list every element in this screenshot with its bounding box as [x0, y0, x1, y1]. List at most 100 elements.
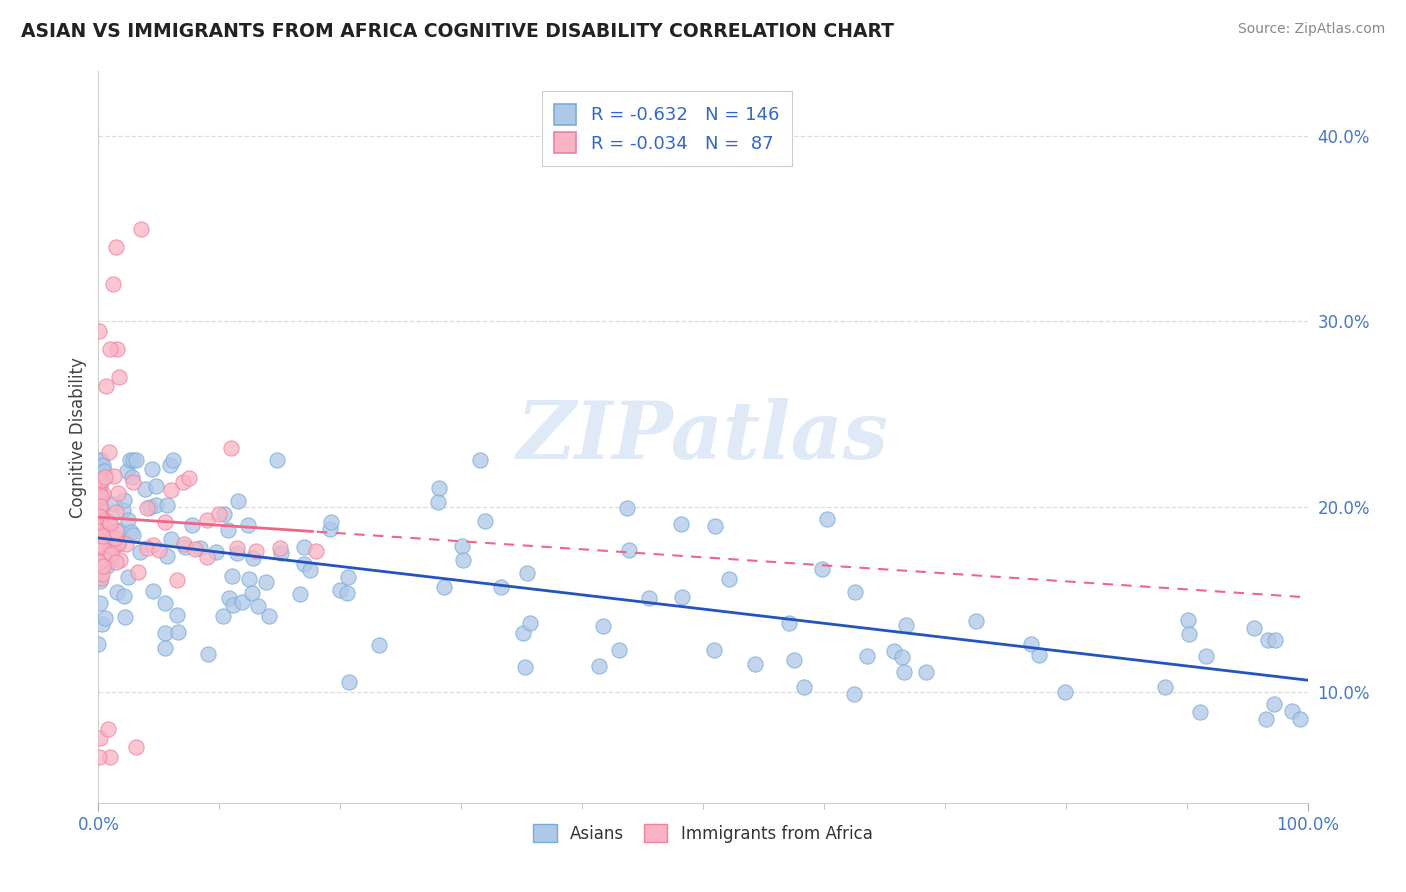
- Point: [97, 722, 120, 736]
- Point: [89, 486, 111, 500]
- Point: [226, 493, 249, 508]
- Point: [89, 499, 111, 513]
- Point: [1289, 713, 1312, 727]
- Point: [117, 569, 139, 583]
- Point: [104, 531, 127, 545]
- Point: [607, 643, 630, 657]
- Point: [90, 552, 112, 566]
- Point: [114, 610, 136, 624]
- Point: [120, 524, 142, 539]
- Point: [883, 644, 905, 658]
- Point: [703, 642, 725, 657]
- Point: [89, 500, 111, 514]
- Point: [87, 503, 110, 517]
- Point: [208, 507, 231, 521]
- Point: [1153, 680, 1175, 694]
- Point: [451, 539, 474, 553]
- Point: [637, 591, 659, 605]
- Point: [142, 583, 165, 598]
- Point: [87, 519, 110, 533]
- Point: [433, 580, 456, 594]
- Point: [218, 591, 240, 605]
- Point: [139, 500, 162, 514]
- Point: [195, 550, 218, 565]
- Point: [616, 500, 638, 515]
- Point: [247, 599, 270, 614]
- Point: [89, 555, 111, 569]
- Point: [117, 514, 139, 528]
- Point: [1195, 649, 1218, 664]
- Point: [245, 544, 267, 558]
- Point: [148, 543, 170, 558]
- Point: [1256, 713, 1278, 727]
- Point: [221, 598, 243, 612]
- Point: [105, 342, 128, 356]
- Point: [336, 585, 359, 599]
- Point: [744, 657, 766, 671]
- Point: [914, 665, 936, 680]
- Point: [172, 475, 194, 489]
- Point: [112, 493, 135, 508]
- Point: [107, 486, 129, 500]
- Point: [704, 519, 727, 533]
- Point: [93, 513, 115, 527]
- Point: [1264, 632, 1286, 647]
- Point: [156, 549, 179, 563]
- Point: [427, 481, 450, 495]
- Point: [121, 527, 143, 541]
- Point: [305, 544, 328, 558]
- Point: [89, 558, 111, 572]
- Point: [190, 541, 212, 555]
- Point: [105, 584, 128, 599]
- Point: [153, 626, 176, 640]
- Point: [299, 563, 322, 577]
- Point: [94, 546, 117, 560]
- Point: [122, 475, 145, 489]
- Point: [98, 526, 121, 541]
- Point: [226, 547, 249, 561]
- Point: [231, 595, 253, 609]
- Point: [87, 536, 110, 550]
- Point: [160, 483, 183, 497]
- Point: [91, 524, 114, 538]
- Point: [89, 574, 111, 588]
- Point: [240, 586, 263, 600]
- Point: [270, 546, 292, 560]
- Point: [90, 532, 112, 546]
- Point: [292, 557, 315, 571]
- Point: [180, 518, 202, 533]
- Point: [90, 566, 112, 581]
- Point: [512, 625, 534, 640]
- Point: [135, 501, 157, 516]
- Point: [90, 571, 112, 585]
- Point: [100, 552, 122, 566]
- Point: [815, 512, 838, 526]
- Point: [90, 538, 112, 552]
- Point: [516, 566, 538, 580]
- Point: [96, 379, 118, 393]
- Point: [671, 591, 693, 605]
- Point: [292, 540, 315, 554]
- Point: [1257, 633, 1279, 648]
- Point: [89, 596, 111, 610]
- Point: [87, 486, 110, 500]
- Point: [426, 495, 449, 509]
- Point: [101, 539, 124, 553]
- Point: [101, 277, 124, 292]
- Point: [90, 514, 112, 528]
- Point: [319, 515, 342, 529]
- Point: [93, 518, 115, 533]
- Point: [103, 469, 125, 483]
- Point: [111, 503, 134, 517]
- Point: [114, 536, 136, 550]
- Point: [100, 548, 122, 562]
- Point: [1054, 685, 1077, 699]
- Point: [451, 553, 474, 567]
- Point: [97, 528, 120, 542]
- Point: [214, 507, 236, 521]
- Point: [242, 550, 264, 565]
- Point: [166, 573, 188, 587]
- Point: [173, 537, 195, 551]
- Point: [87, 523, 110, 537]
- Point: [97, 514, 120, 528]
